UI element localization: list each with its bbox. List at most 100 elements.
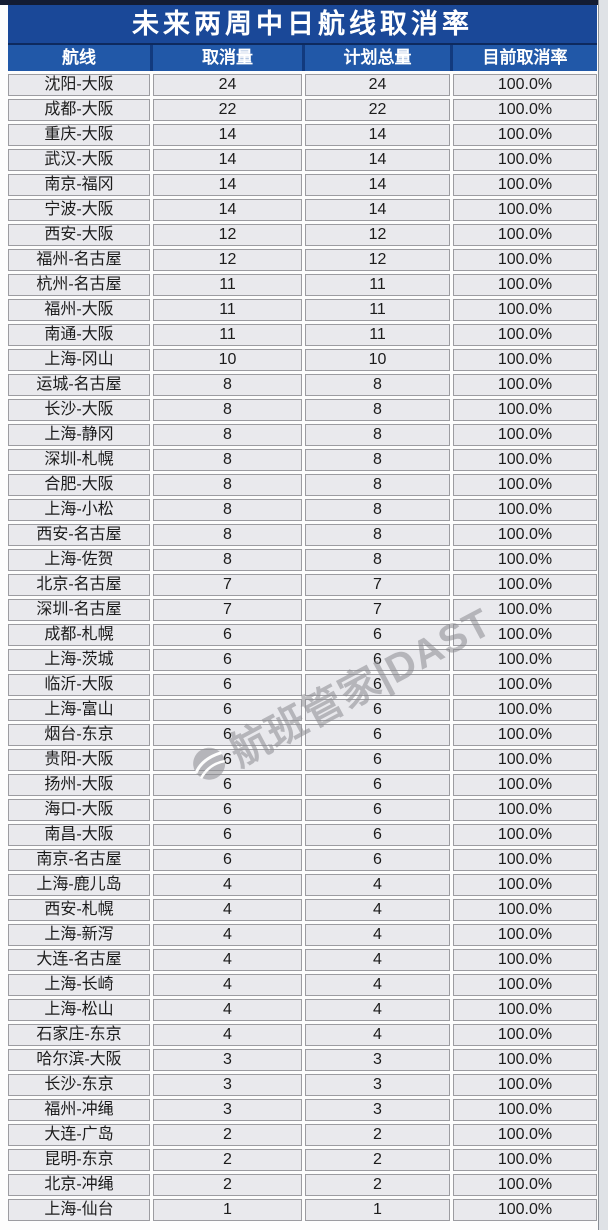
cancellation-table: 未来两周中日航线取消率 航线 取消量 计划总量 目前取消率 沈阳-大阪 24 24 1…	[8, 5, 597, 1221]
planned-cell: 14	[305, 149, 450, 171]
table-row: 深圳-名古屋 7 7 100.0%	[8, 599, 597, 621]
rate-cell: 100.0%	[453, 749, 597, 771]
planned-cell: 12	[305, 224, 450, 246]
rate-cell: 100.0%	[453, 174, 597, 196]
table-row: 大连-名古屋 4 4 100.0%	[8, 949, 597, 971]
route-cell: 武汉-大阪	[8, 149, 150, 171]
cancelled-cell: 6	[153, 649, 302, 671]
cancelled-cell: 24	[153, 74, 302, 96]
table-row: 福州-冲绳 3 3 100.0%	[8, 1099, 597, 1121]
table-row: 上海-富山 6 6 100.0%	[8, 699, 597, 721]
route-cell: 石家庄-东京	[8, 1024, 150, 1046]
rate-cell: 100.0%	[453, 1074, 597, 1096]
planned-cell: 7	[305, 599, 450, 621]
table-row: 成都-大阪 22 22 100.0%	[8, 99, 597, 121]
cancelled-cell: 4	[153, 1024, 302, 1046]
cancelled-cell: 8	[153, 374, 302, 396]
rate-cell: 100.0%	[453, 649, 597, 671]
rate-cell: 100.0%	[453, 1049, 597, 1071]
rate-cell: 100.0%	[453, 1024, 597, 1046]
route-cell: 福州-冲绳	[8, 1099, 150, 1121]
route-cell: 上海-佐贺	[8, 549, 150, 571]
planned-cell: 8	[305, 449, 450, 471]
table-row: 福州-大阪 11 11 100.0%	[8, 299, 597, 321]
cancelled-cell: 4	[153, 949, 302, 971]
planned-cell: 11	[305, 299, 450, 321]
column-header-cancelled: 取消量	[153, 45, 302, 71]
route-cell: 上海-新泻	[8, 924, 150, 946]
column-header-rate: 目前取消率	[453, 45, 597, 71]
cancelled-cell: 4	[153, 924, 302, 946]
rate-cell: 100.0%	[453, 199, 597, 221]
table-row: 武汉-大阪 14 14 100.0%	[8, 149, 597, 171]
table-row: 上海-鹿儿岛 4 4 100.0%	[8, 874, 597, 896]
route-cell: 昆明-东京	[8, 1149, 150, 1171]
rate-cell: 100.0%	[453, 1149, 597, 1171]
table-row: 南昌-大阪 6 6 100.0%	[8, 824, 597, 846]
table-row: 海口-大阪 6 6 100.0%	[8, 799, 597, 821]
table-row: 福州-名古屋 12 12 100.0%	[8, 249, 597, 271]
cancelled-cell: 10	[153, 349, 302, 371]
table-row: 贵阳-大阪 6 6 100.0%	[8, 749, 597, 771]
table-row: 上海-松山 4 4 100.0%	[8, 999, 597, 1021]
planned-cell: 1	[305, 1199, 450, 1221]
table-row: 西安-大阪 12 12 100.0%	[8, 224, 597, 246]
table-row: 上海-佐贺 8 8 100.0%	[8, 549, 597, 571]
rate-cell: 100.0%	[453, 899, 597, 921]
rate-cell: 100.0%	[453, 849, 597, 871]
right-margin	[598, 0, 608, 1230]
planned-cell: 6	[305, 824, 450, 846]
table-title: 未来两周中日航线取消率	[8, 5, 597, 45]
rate-cell: 100.0%	[453, 124, 597, 146]
planned-cell: 7	[305, 574, 450, 596]
cancelled-cell: 6	[153, 824, 302, 846]
rate-cell: 100.0%	[453, 374, 597, 396]
planned-cell: 8	[305, 374, 450, 396]
rate-cell: 100.0%	[453, 624, 597, 646]
route-cell: 成都-札幌	[8, 624, 150, 646]
route-cell: 大连-名古屋	[8, 949, 150, 971]
planned-cell: 8	[305, 474, 450, 496]
planned-cell: 3	[305, 1049, 450, 1071]
cancelled-cell: 6	[153, 724, 302, 746]
rate-cell: 100.0%	[453, 249, 597, 271]
table-row: 上海-仙台 1 1 100.0%	[8, 1199, 597, 1221]
planned-cell: 6	[305, 774, 450, 796]
cancelled-cell: 4	[153, 974, 302, 996]
route-cell: 南昌-大阪	[8, 824, 150, 846]
table-header-row: 航线 取消量 计划总量 目前取消率	[8, 45, 597, 71]
cancelled-cell: 4	[153, 899, 302, 921]
column-header-planned: 计划总量	[305, 45, 450, 71]
table-row: 重庆-大阪 14 14 100.0%	[8, 124, 597, 146]
route-cell: 合肥-大阪	[8, 474, 150, 496]
cancelled-cell: 2	[153, 1149, 302, 1171]
route-cell: 深圳-名古屋	[8, 599, 150, 621]
cancelled-cell: 22	[153, 99, 302, 121]
route-cell: 临沂-大阪	[8, 674, 150, 696]
table-row: 上海-长崎 4 4 100.0%	[8, 974, 597, 996]
planned-cell: 8	[305, 524, 450, 546]
planned-cell: 8	[305, 499, 450, 521]
cancelled-cell: 6	[153, 774, 302, 796]
route-cell: 福州-大阪	[8, 299, 150, 321]
route-cell: 哈尔滨-大阪	[8, 1049, 150, 1071]
route-cell: 沈阳-大阪	[8, 74, 150, 96]
planned-cell: 6	[305, 624, 450, 646]
table-row: 南京-福冈 14 14 100.0%	[8, 174, 597, 196]
rate-cell: 100.0%	[453, 699, 597, 721]
cancelled-cell: 4	[153, 999, 302, 1021]
cancelled-cell: 6	[153, 849, 302, 871]
route-cell: 上海-鹿儿岛	[8, 874, 150, 896]
table-row: 运城-名古屋 8 8 100.0%	[8, 374, 597, 396]
table-row: 北京-名古屋 7 7 100.0%	[8, 574, 597, 596]
route-cell: 上海-小松	[8, 499, 150, 521]
rate-cell: 100.0%	[453, 799, 597, 821]
route-cell: 福州-名古屋	[8, 249, 150, 271]
rate-cell: 100.0%	[453, 1199, 597, 1221]
planned-cell: 22	[305, 99, 450, 121]
cancelled-cell: 14	[153, 149, 302, 171]
planned-cell: 6	[305, 799, 450, 821]
table-row: 上海-小松 8 8 100.0%	[8, 499, 597, 521]
planned-cell: 14	[305, 174, 450, 196]
